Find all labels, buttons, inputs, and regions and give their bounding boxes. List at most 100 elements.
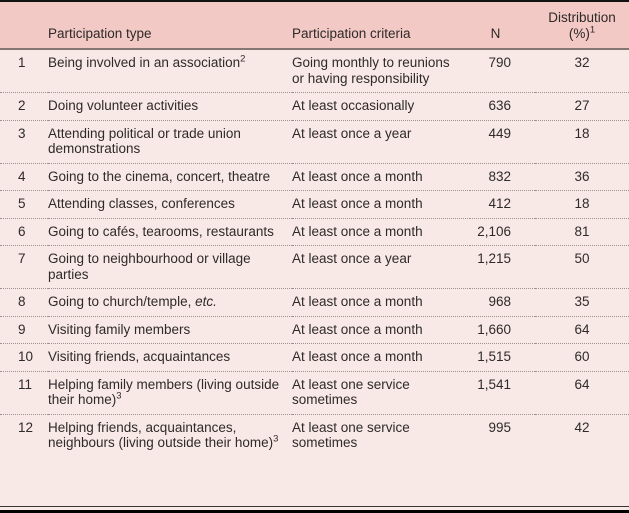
table-row: 2 Doing volunteer activities At least oc… — [0, 92, 629, 121]
participation-type-cell: Doing volunteer activities — [48, 92, 292, 121]
participation-criteria-cell: At least once a year — [292, 120, 470, 164]
participation-type-text: Visiting friends, acquaintances — [48, 349, 231, 364]
participation-criteria-cell: At least one service sometimes — [292, 419, 410, 451]
footnote-marker: 3 — [116, 390, 122, 402]
footnote-marker: 3 — [273, 433, 279, 445]
participation-criteria-cell: At least once a month — [292, 316, 470, 344]
n-cell: 1,515 — [470, 343, 535, 372]
n-cell: 1,541 — [470, 371, 535, 415]
table-header: Participation type Participation criteri… — [0, 2, 629, 50]
row-number: 4 — [0, 163, 48, 191]
header-row: Participation type Participation criteri… — [0, 2, 629, 50]
footnote-marker: 2 — [240, 53, 246, 65]
row-number: 10 — [0, 343, 48, 372]
table-row: 8 Going to church/temple, etc. At least … — [0, 288, 629, 317]
participation-type-text: Going to cafés, tearooms, restaurants — [48, 223, 274, 239]
row-number: 11 — [0, 371, 48, 415]
participation-criteria-cell: At least once a month — [292, 288, 470, 317]
distribution-cell: 32 — [535, 49, 629, 93]
table-row: 10 Visiting friends, acquaintances At le… — [0, 343, 629, 372]
participation-criteria-cell: At least once a month — [292, 218, 470, 246]
n-cell: 412 — [470, 190, 535, 219]
n-cell: 636 — [470, 92, 535, 121]
participation-type-text: Doing volunteer activities — [48, 98, 199, 113]
participation-type-cell: Going to church/temple, etc. — [48, 288, 292, 317]
row-number: 5 — [0, 190, 48, 219]
distribution-cell: 64 — [535, 316, 629, 344]
row-number: 2 — [0, 92, 48, 121]
header-distribution-line1: Distribution — [548, 10, 616, 25]
bottom-rule-thin-line — [0, 506, 629, 507]
row-number: 9 — [0, 316, 48, 344]
n-cell: 995 — [488, 419, 511, 435]
row-number: 6 — [0, 218, 48, 246]
distribution-cell: 27 — [535, 92, 629, 121]
distribution-cell: 36 — [535, 163, 629, 191]
participation-type-cell: Going to the cinema, concert, theatre — [48, 163, 292, 191]
participation-criteria-cell: At least once a month — [292, 343, 470, 372]
table-row: 3 Attending political or trade union dem… — [0, 120, 629, 164]
participation-criteria-cell: At least occasionally — [292, 92, 470, 121]
participation-table: Participation type Participation criteri… — [0, 2, 629, 457]
table-row: 12 Helping friends, acquaintances, neigh… — [0, 414, 629, 457]
participation-type-cell: Attending political or trade union demon… — [48, 120, 292, 164]
distribution-cell: 60 — [535, 343, 629, 372]
participation-type-text: Attending political or trade union demon… — [48, 125, 241, 157]
participation-type-text: Going to the cinema, concert, theatre — [48, 168, 271, 184]
distribution-cell: 64 — [535, 371, 629, 415]
participation-type-text: Going to church/temple, — [48, 294, 196, 309]
footnote-marker-1: 1 — [589, 24, 596, 35]
participation-criteria-cell: At least one service sometimes — [292, 371, 470, 415]
n-cell: 968 — [470, 288, 535, 317]
participation-criteria-cell: At least once a month — [292, 190, 470, 219]
header-distribution: Distribution (%)1 — [535, 2, 629, 50]
table-row: 5 Attending classes, conferences At leas… — [0, 190, 629, 219]
bottom-rule-thick-line — [0, 510, 629, 513]
participation-type-cell: Helping family members (living outside t… — [48, 371, 292, 415]
n-cell: 2,106 — [470, 218, 535, 246]
distribution-cell: 35 — [535, 288, 629, 317]
header-number-spacer — [0, 2, 48, 50]
table-row: 9 Visiting family members At least once … — [0, 316, 629, 344]
row-number: 3 — [0, 120, 48, 164]
table-row: 1 Being involved in an association2 Goin… — [0, 49, 629, 93]
row-number: 12 — [18, 419, 34, 435]
table-row: 11 Helping family members (living outsid… — [0, 371, 629, 415]
participation-type-cell: Visiting family members — [48, 316, 292, 344]
participation-type-text: Going to neighbourhood or village partie… — [48, 251, 251, 282]
header-participation-criteria: Participation criteria — [292, 2, 470, 50]
row-number: 7 — [0, 245, 48, 289]
distribution-cell: 81 — [535, 218, 629, 246]
table-body: 1 Being involved in an association2 Goin… — [0, 49, 629, 457]
participation-type-cell: Visiting friends, acquaintances — [48, 343, 292, 372]
participation-type-text: Visiting family members — [48, 321, 191, 337]
participation-type-italic: etc. — [195, 294, 217, 309]
participation-type-cell: Going to neighbourhood or village partie… — [48, 245, 292, 289]
n-cell: 1,660 — [470, 316, 535, 344]
header-n: N — [470, 2, 535, 50]
participation-criteria-cell: Going monthly to reunions or having resp… — [292, 49, 470, 93]
participation-criteria-cell: At least once a month — [292, 163, 470, 191]
header-participation-type: Participation type — [48, 2, 292, 50]
row-number: 1 — [0, 49, 48, 93]
participation-type-cell: Helping friends, acquaintances, neighbou… — [48, 414, 292, 457]
distribution-cell: 42 — [574, 419, 590, 435]
participation-type-text: Helping friends, acquaintances, neighbou… — [48, 419, 274, 451]
table-bottom-rule — [0, 506, 629, 513]
n-cell: 1,215 — [470, 245, 535, 289]
distribution-cell: 50 — [535, 245, 629, 289]
participation-type-text: Helping family members (living outside t… — [48, 376, 280, 408]
n-cell: 790 — [470, 49, 535, 93]
participation-type-cell: Attending classes, conferences — [48, 190, 292, 219]
participation-criteria-cell: At least once a year — [292, 245, 470, 289]
participation-type-text: Attending classes, conferences — [48, 196, 235, 211]
participation-type-cell: Being involved in an association2 — [48, 49, 292, 93]
row-number: 8 — [0, 288, 48, 317]
table-row: 4 Going to the cinema, concert, theatre … — [0, 163, 629, 191]
participation-type-text: Being involved in an association — [48, 55, 241, 70]
n-cell: 449 — [470, 120, 535, 164]
distribution-cell: 18 — [535, 190, 629, 219]
n-cell: 832 — [470, 163, 535, 191]
distribution-cell: 18 — [535, 120, 629, 164]
